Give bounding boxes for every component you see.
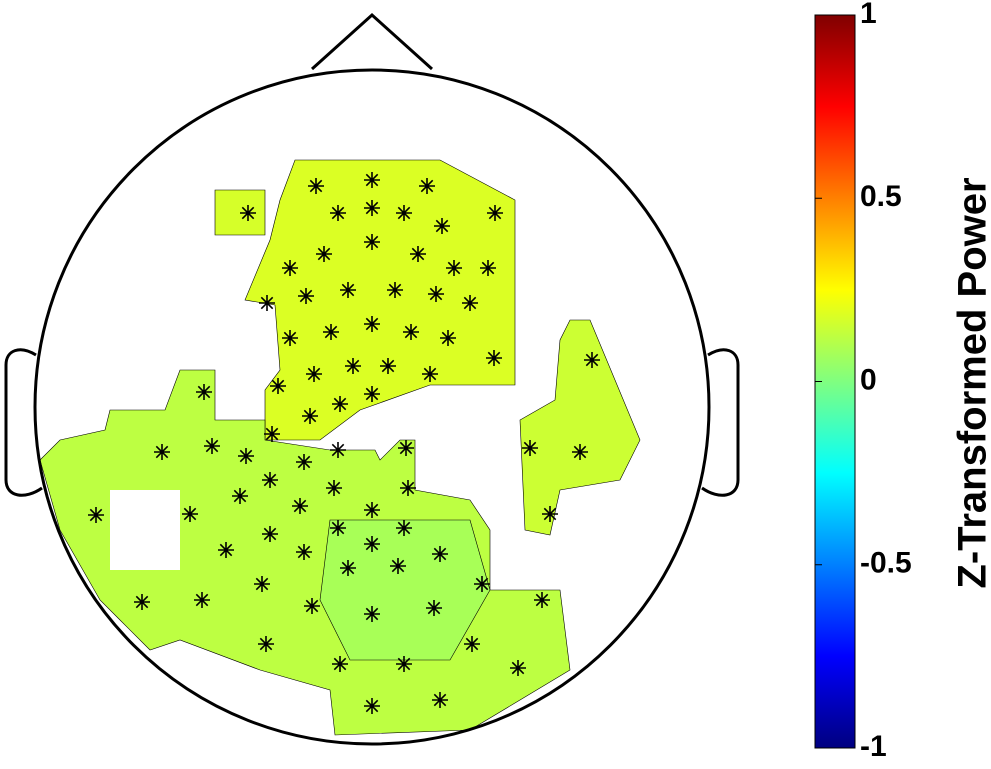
electrode xyxy=(316,246,332,262)
electrode xyxy=(422,366,438,382)
electrodes xyxy=(88,172,600,714)
electrode xyxy=(364,606,380,622)
colorbar-tick-label: 1 xyxy=(860,0,877,30)
electrode xyxy=(332,656,348,672)
electrode xyxy=(270,378,286,394)
electrode xyxy=(486,350,502,366)
electrode xyxy=(464,636,480,652)
electrode xyxy=(446,260,462,276)
electrode xyxy=(426,600,442,616)
electrode xyxy=(308,178,324,194)
electrode xyxy=(232,488,248,504)
electrode xyxy=(340,560,356,576)
electrode xyxy=(440,330,456,346)
electrode xyxy=(262,472,278,488)
electrode xyxy=(292,498,308,514)
electrode xyxy=(434,218,450,234)
electrode xyxy=(419,178,435,194)
electrode xyxy=(154,444,170,460)
electrode xyxy=(462,295,478,311)
electrode xyxy=(542,506,558,522)
electrode xyxy=(194,592,210,608)
colorbar-tick-label: 0 xyxy=(860,363,877,396)
electrode xyxy=(282,260,298,276)
electrode xyxy=(238,448,254,464)
map-patch xyxy=(319,519,491,661)
electrode xyxy=(364,234,380,250)
electrode xyxy=(487,205,503,221)
electrode xyxy=(182,506,198,522)
electrode xyxy=(387,282,403,298)
electrode xyxy=(204,438,220,454)
colorbar-tick-label: -0.5 xyxy=(860,547,912,580)
electrode xyxy=(306,366,322,382)
electrode xyxy=(584,352,600,368)
electrode xyxy=(572,444,588,460)
colorbar-label: Z-Transformed Power xyxy=(951,177,991,588)
electrode xyxy=(364,386,380,402)
electrode xyxy=(88,507,104,523)
electrode xyxy=(534,592,550,608)
electrode xyxy=(364,536,380,552)
electrode xyxy=(398,440,414,456)
electrode xyxy=(296,454,312,470)
electrode xyxy=(264,426,280,442)
electrode xyxy=(432,546,448,562)
electrode xyxy=(323,324,339,340)
electrode xyxy=(218,542,234,558)
electrode xyxy=(302,408,318,424)
electrode xyxy=(196,384,212,400)
electrode xyxy=(262,526,278,542)
electrode xyxy=(474,576,490,592)
electrode xyxy=(330,520,346,536)
electrode xyxy=(410,246,426,262)
electrode xyxy=(364,316,380,332)
electrode xyxy=(396,520,412,536)
electrode xyxy=(326,480,342,496)
electrode xyxy=(345,358,361,374)
electrode xyxy=(298,288,314,304)
electrode xyxy=(380,358,396,374)
electrode xyxy=(428,286,444,302)
map-gap xyxy=(110,490,180,570)
colorbar-tick-label: -1 xyxy=(860,730,887,763)
electrode xyxy=(510,660,526,676)
electrode xyxy=(282,330,298,346)
electrode xyxy=(403,324,419,340)
electrode xyxy=(332,396,348,412)
electrode xyxy=(364,698,380,714)
electrode xyxy=(364,172,380,188)
electrode xyxy=(396,656,412,672)
colorbar-tick-label: 0.5 xyxy=(860,180,902,213)
electrode xyxy=(432,692,448,708)
electrode xyxy=(364,502,380,518)
electrode xyxy=(296,544,312,560)
map-patch xyxy=(519,319,641,536)
electrode xyxy=(134,594,150,610)
electrode xyxy=(396,205,412,221)
electrode xyxy=(304,598,320,614)
electrode xyxy=(330,205,346,221)
head-outline xyxy=(4,12,740,746)
electrode xyxy=(259,295,275,311)
electrode xyxy=(254,576,270,592)
electrode xyxy=(522,440,538,456)
electrode xyxy=(240,205,256,221)
electrode xyxy=(364,200,380,216)
electrode xyxy=(258,636,274,652)
map-patch xyxy=(244,159,516,441)
electrode xyxy=(340,282,356,298)
electrode xyxy=(480,260,496,276)
electrode xyxy=(390,558,406,574)
electrode xyxy=(400,480,416,496)
electrode xyxy=(330,442,346,458)
